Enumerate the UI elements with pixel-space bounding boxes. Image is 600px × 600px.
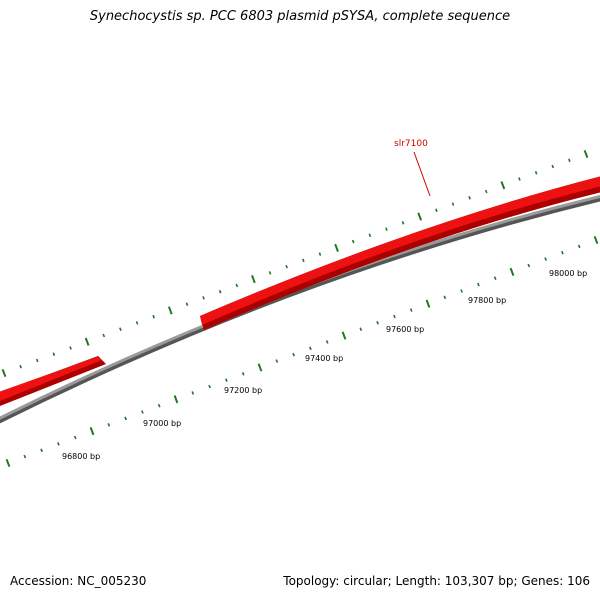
outer-tick xyxy=(102,333,106,338)
scale-label-98000: 98000 bp xyxy=(549,269,587,278)
inner-tick xyxy=(561,250,564,255)
outer-tick xyxy=(167,306,173,315)
scale-label-97200: 97200 bp xyxy=(224,386,262,395)
inner-tick xyxy=(73,435,77,440)
outer-tick xyxy=(518,177,521,181)
outer-tick xyxy=(417,212,423,221)
outer-tick xyxy=(35,358,39,363)
outer-tick xyxy=(318,252,322,256)
outer-tick xyxy=(69,346,72,350)
outer-tick xyxy=(84,337,90,346)
inner-tick xyxy=(241,372,245,376)
outer-tick xyxy=(351,239,355,244)
outer-tick xyxy=(551,164,555,169)
outer-tick xyxy=(251,275,256,284)
outer-tick xyxy=(484,189,488,194)
inner-tick-marks xyxy=(5,235,599,468)
outer-tick xyxy=(401,221,405,225)
inner-tick xyxy=(275,359,279,363)
outer-tick xyxy=(135,321,139,325)
inner-tick xyxy=(376,321,379,325)
inner-tick xyxy=(443,295,447,300)
inner-tick xyxy=(509,267,515,276)
outer-tick xyxy=(285,264,288,269)
inner-tick xyxy=(157,403,161,408)
gene-slr7100[interactable] xyxy=(200,174,600,330)
inner-tick xyxy=(107,423,111,427)
outer-tick xyxy=(468,196,471,200)
outer-tick xyxy=(1,368,7,378)
scale-label-97400: 97400 bp xyxy=(305,354,343,363)
scale-label-97600: 97600 bp xyxy=(386,325,424,334)
scale-label-96800: 96800 bp xyxy=(62,452,100,461)
inner-tick xyxy=(292,352,295,357)
inner-tick xyxy=(577,244,581,249)
outer-tick xyxy=(52,352,56,356)
inner-tick xyxy=(225,378,228,382)
outer-tick xyxy=(534,171,538,175)
inner-tick xyxy=(40,448,43,453)
inner-tick xyxy=(460,289,463,293)
outer-tick xyxy=(235,283,239,288)
inner-tick xyxy=(359,327,363,331)
inner-tick xyxy=(425,299,431,308)
outer-tick xyxy=(568,158,571,163)
inner-tick xyxy=(477,282,480,287)
inner-tick xyxy=(309,346,312,351)
inner-tick xyxy=(141,410,144,414)
outer-tick xyxy=(334,243,339,252)
inner-tick xyxy=(5,458,11,468)
outer-tick xyxy=(19,364,22,369)
outer-tick xyxy=(451,202,455,206)
accession-text: Accession: NC_005230 xyxy=(10,574,147,588)
outer-tick xyxy=(302,258,305,263)
outer-tick xyxy=(152,314,155,319)
backbone-line xyxy=(0,194,600,420)
outer-tick-marks xyxy=(1,149,589,378)
scale-label-97000: 97000 bp xyxy=(143,419,181,428)
inner-tick xyxy=(124,416,127,421)
gene-label-slr7100[interactable]: slr7100 xyxy=(394,139,428,149)
outer-tick xyxy=(218,289,222,294)
inner-tick xyxy=(257,363,263,372)
gene-label-leader xyxy=(413,151,431,197)
inner-tick xyxy=(191,391,195,395)
gene-arrow-left[interactable] xyxy=(0,356,106,410)
outer-tick xyxy=(268,271,272,275)
inner-tick xyxy=(544,257,547,261)
outer-tick xyxy=(500,181,506,190)
inner-tick xyxy=(173,395,179,404)
topology-summary-text: Topology: circular; Length: 103,307 bp; … xyxy=(283,574,590,588)
outer-tick xyxy=(583,149,589,159)
outer-tick xyxy=(119,327,122,331)
inner-tick xyxy=(409,308,413,312)
backbone-shadow xyxy=(0,195,600,424)
inner-tick xyxy=(208,384,211,389)
map-title: Synechocystis sp. PCC 6803 plasmid pSYSA… xyxy=(89,9,511,24)
inner-tick xyxy=(57,442,60,446)
outer-tick xyxy=(185,302,189,306)
inner-tick xyxy=(527,263,531,268)
inner-tick xyxy=(341,331,347,340)
inner-tick xyxy=(493,276,497,280)
outer-tick xyxy=(435,208,438,213)
inner-tick xyxy=(593,235,599,245)
outer-tick xyxy=(368,233,372,238)
inner-tick xyxy=(89,427,95,436)
inner-tick xyxy=(23,454,27,459)
scale-label-97800: 97800 bp xyxy=(468,296,506,305)
inner-tick xyxy=(325,340,329,344)
outer-tick xyxy=(202,296,205,300)
outer-tick xyxy=(385,227,388,231)
inner-tick xyxy=(393,314,396,319)
